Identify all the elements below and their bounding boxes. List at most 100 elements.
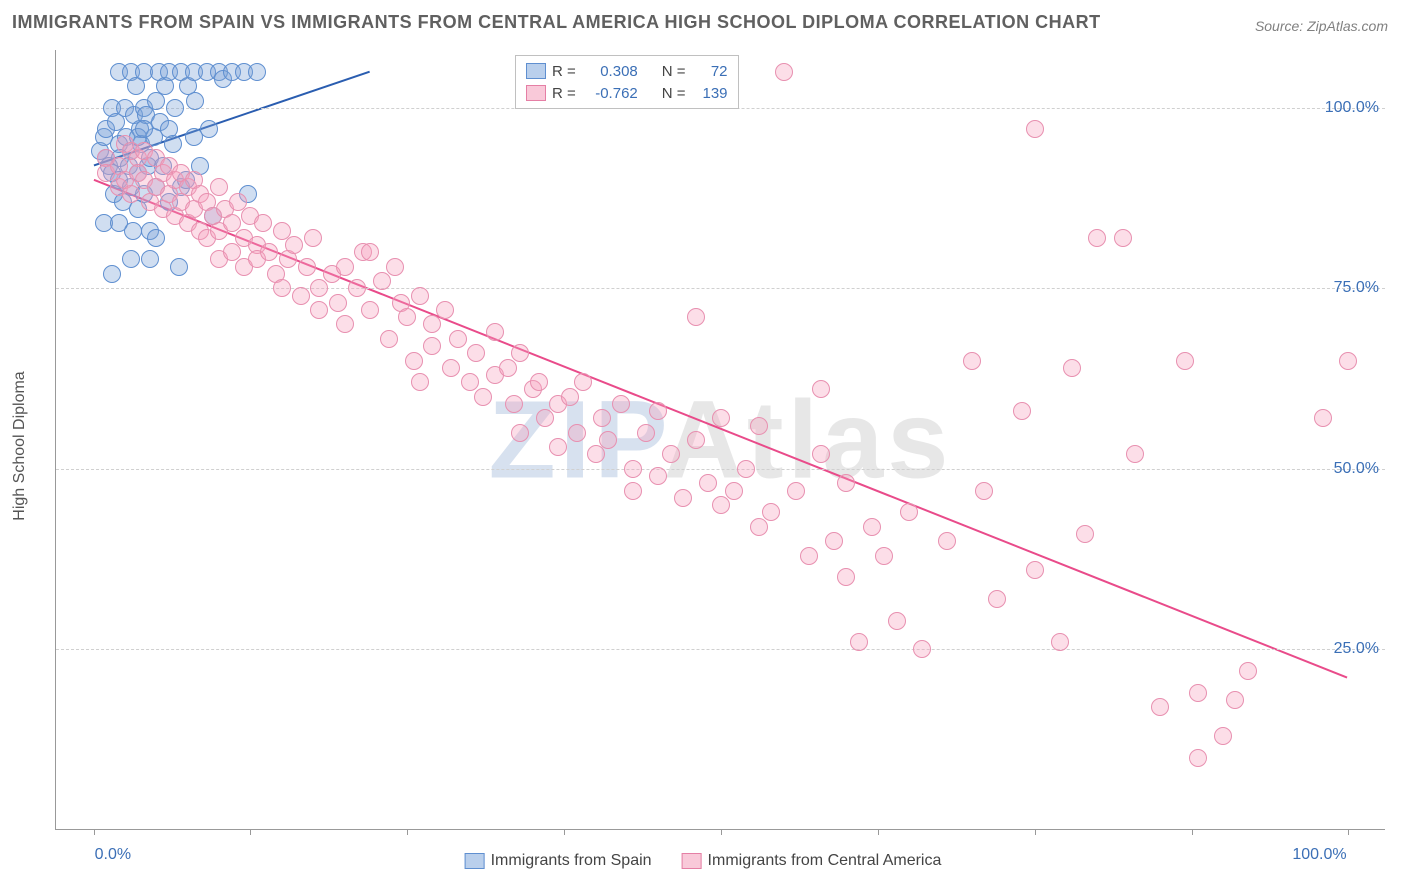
data-point [1013, 402, 1031, 420]
grid-line [56, 288, 1385, 289]
data-point [687, 308, 705, 326]
data-point [662, 445, 680, 463]
data-point [593, 409, 611, 427]
data-point [411, 373, 429, 391]
data-point [1026, 120, 1044, 138]
x-tick [721, 829, 722, 835]
data-point [875, 547, 893, 565]
data-point [737, 460, 755, 478]
data-point [511, 344, 529, 362]
data-point [361, 243, 379, 261]
data-point [1051, 633, 1069, 651]
data-point [549, 438, 567, 456]
data-point [135, 120, 153, 138]
data-point [486, 323, 504, 341]
data-point [536, 409, 554, 427]
data-point [587, 445, 605, 463]
x-tick [94, 829, 95, 835]
data-point [260, 243, 278, 261]
legend-label: Immigrants from Spain [491, 852, 652, 870]
data-point [122, 250, 140, 268]
stat-n-value: 139 [692, 85, 728, 102]
data-point [170, 258, 188, 276]
data-point [248, 63, 266, 81]
stat-r-value: 0.308 [582, 63, 638, 80]
data-point [380, 330, 398, 348]
x-tick [407, 829, 408, 835]
grid-line [56, 469, 1385, 470]
data-point [812, 445, 830, 463]
legend-item: Immigrants from Spain [465, 852, 652, 870]
data-point [649, 467, 667, 485]
data-point [348, 279, 366, 297]
data-point [1189, 684, 1207, 702]
data-point [467, 344, 485, 362]
data-point [963, 352, 981, 370]
data-point [423, 315, 441, 333]
data-point [1176, 352, 1194, 370]
data-point [166, 99, 184, 117]
data-point [292, 287, 310, 305]
data-point [699, 474, 717, 492]
data-point [147, 229, 165, 247]
x-tick [1035, 829, 1036, 835]
data-point [612, 395, 630, 413]
data-point [938, 532, 956, 550]
data-point [913, 640, 931, 658]
plot-area: ZIPAtlas 25.0%50.0%75.0%100.0% [55, 50, 1385, 830]
data-point [687, 431, 705, 449]
data-point [1076, 525, 1094, 543]
y-tick-label: 75.0% [1334, 279, 1379, 297]
data-point [298, 258, 316, 276]
data-point [398, 308, 416, 326]
data-point [1026, 561, 1044, 579]
data-point [624, 460, 642, 478]
legend-swatch [526, 85, 546, 101]
data-point [285, 236, 303, 254]
data-point [1339, 352, 1357, 370]
x-tick [250, 829, 251, 835]
x-tick [564, 829, 565, 835]
legend-label: Immigrants from Central America [708, 852, 942, 870]
data-point [423, 337, 441, 355]
stat-n-label: N = [662, 63, 686, 80]
stat-n-label: N = [662, 85, 686, 102]
data-point [103, 265, 121, 283]
data-point [825, 532, 843, 550]
data-point [449, 330, 467, 348]
data-point [1189, 749, 1207, 767]
series-legend: Immigrants from Spain Immigrants from Cen… [465, 852, 942, 870]
y-tick-label: 25.0% [1334, 640, 1379, 658]
data-point [164, 135, 182, 153]
legend-swatch [526, 63, 546, 79]
data-point [273, 279, 291, 297]
data-point [210, 178, 228, 196]
data-point [1063, 359, 1081, 377]
data-point [110, 214, 128, 232]
data-point [637, 424, 655, 442]
stat-r-label: R = [552, 63, 576, 80]
stats-row: R =-0.762N =139 [526, 82, 728, 104]
data-point [649, 402, 667, 420]
legend-swatch [682, 853, 702, 869]
trend-lines [56, 50, 1385, 829]
source-label: Source: ZipAtlas.com [1255, 18, 1388, 34]
x-tick-label: 100.0% [1292, 846, 1346, 864]
stats-legend: R =0.308N =72R =-0.762N =139 [515, 55, 739, 109]
data-point [800, 547, 818, 565]
data-point [1151, 698, 1169, 716]
y-tick-label: 100.0% [1325, 99, 1379, 117]
stat-n-value: 72 [692, 63, 728, 80]
data-point [200, 120, 218, 138]
stat-r-value: -0.762 [582, 85, 638, 102]
data-point [436, 301, 454, 319]
data-point [750, 518, 768, 536]
data-point [568, 424, 586, 442]
data-point [336, 258, 354, 276]
data-point [988, 590, 1006, 608]
chart-title: IMMIGRANTS FROM SPAIN VS IMMIGRANTS FROM… [12, 12, 1101, 33]
x-tick [1192, 829, 1193, 835]
y-axis-label: High School Diploma [11, 371, 29, 520]
data-point [837, 474, 855, 492]
data-point [1239, 662, 1257, 680]
